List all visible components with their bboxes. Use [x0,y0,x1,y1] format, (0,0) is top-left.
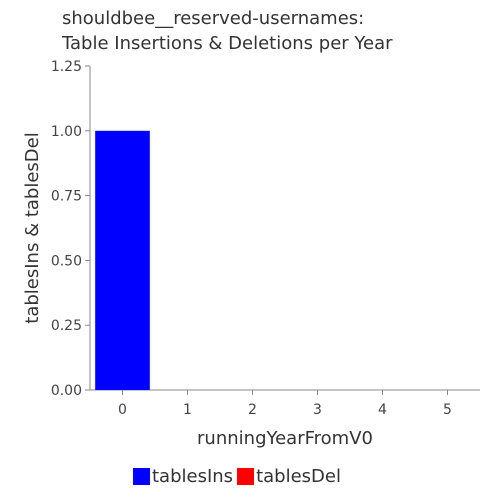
legend-item-tablesdel: tablesDel [237,466,341,487]
x-tick-label: 1 [183,402,192,418]
y-axis-label: tablesIns & tablesDel [22,132,43,323]
x-tick-label: 3 [313,402,322,418]
x-tick-label: 0 [118,402,127,418]
y-tick-label: 0.25 [51,318,82,334]
x-tick-label: 4 [378,402,387,418]
y-tick-label: 0.00 [51,383,82,399]
bar-tablesins-0 [95,131,150,390]
x-tick-label: 5 [443,402,452,418]
legend-swatch-tablesdel [237,468,254,485]
x-axis-label: runningYearFromV0 [197,428,373,449]
legend: tablesIns tablesDel [133,466,345,487]
y-tick-label: 1.00 [51,124,82,140]
y-tick-label: 0.75 [51,189,82,205]
legend-item-tablesins: tablesIns [133,466,233,487]
bars [95,131,150,390]
legend-label-tablesdel: tablesDel [256,466,341,487]
legend-swatch-tablesins [133,468,150,485]
legend-label-tablesins: tablesIns [152,466,233,487]
x-tick-label: 2 [248,402,257,418]
y-tick-label: 0.50 [51,253,82,269]
y-tick-label: 1.25 [51,59,82,75]
